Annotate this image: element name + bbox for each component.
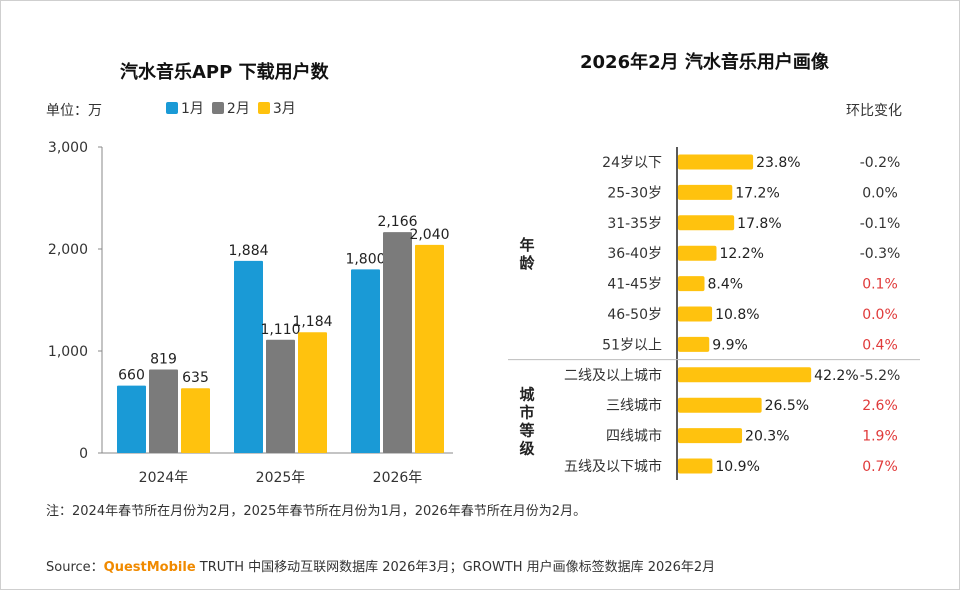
- category-label: 36-40岁: [607, 246, 662, 262]
- legend-swatch-jan: [166, 102, 178, 114]
- bar-2026年-3月: [415, 244, 444, 453]
- bar-value-label: 26.5%: [765, 398, 809, 414]
- unit-label: 单位：万: [46, 103, 102, 119]
- legend-swatch-feb: [211, 102, 224, 114]
- source-prefix: Source：: [46, 560, 104, 575]
- category-label: 二线及以上城市: [564, 367, 662, 384]
- bar-二线及以上城市: [678, 367, 812, 383]
- y-tick-label: 2,000: [48, 242, 88, 258]
- bar-2024年-1月: [117, 385, 146, 453]
- bar-value-label: 1,800: [345, 251, 385, 267]
- legend-label-feb: 2月: [226, 101, 250, 117]
- legend-item-feb: 2月: [211, 98, 250, 118]
- x-tick-label: 2026年: [373, 470, 423, 486]
- category-label: 24岁以下: [602, 155, 662, 171]
- bar-51岁以上: [678, 336, 710, 352]
- bar-2025年-1月: [234, 260, 263, 453]
- download-users-bar-chart: 0 1,000 2,000 3,000 660 819 635 2024年 1,884 1,110…: [48, 140, 453, 486]
- bar-24岁以下: [678, 154, 754, 170]
- change-value: 2.6%: [862, 398, 898, 414]
- source-line: Source：QuestMobile TRUTH 中国移动互联网数据库 2026…: [46, 556, 715, 575]
- legend-swatch-mar: [257, 102, 270, 114]
- bar-2024年-2月: [149, 369, 178, 453]
- group-label-0: 年龄: [519, 236, 535, 272]
- bar-41-45岁: [678, 276, 705, 292]
- bar-value-label: 23.8%: [756, 155, 800, 171]
- bar-四线城市: [678, 428, 743, 444]
- bar-value-label: 42.2%: [814, 368, 858, 384]
- change-value: 1.9%: [862, 429, 898, 445]
- bar-三线城市: [678, 397, 762, 413]
- bar-五线及以下城市: [678, 458, 713, 474]
- category-label: 31-35岁: [607, 216, 662, 232]
- category-label: 四线城市: [606, 428, 662, 445]
- bar-value-label: 660: [118, 368, 145, 384]
- bar-value-label: 12.2%: [719, 246, 763, 262]
- change-value: 0.0%: [862, 185, 898, 201]
- change-value: 0.7%: [862, 459, 898, 475]
- category-label: 41-45岁: [607, 277, 662, 293]
- bar-value-label: 1,884: [228, 243, 268, 259]
- bar-2024年-3月: [181, 388, 210, 453]
- bar-value-label: 819: [150, 351, 177, 367]
- group-label-1: 城市等级: [519, 385, 535, 457]
- bar-2026年-1月: [351, 269, 380, 453]
- change-value: -0.1%: [860, 216, 901, 232]
- bar-25-30岁: [678, 184, 733, 200]
- bar-46-50岁: [678, 306, 713, 322]
- bar-value-label: 17.2%: [735, 185, 779, 201]
- bar-2025年-3月: [298, 332, 327, 453]
- y-tick-label: 1,000: [48, 344, 88, 360]
- bar-2025年-2月: [266, 339, 295, 453]
- bar-value-label: 1,184: [292, 314, 332, 330]
- bar-value-label: 20.3%: [745, 429, 789, 445]
- bar-value-label: 8.4%: [708, 277, 744, 293]
- legend-label-mar: 3月: [272, 101, 296, 117]
- bar-value-label: 10.9%: [715, 459, 759, 475]
- left-chart-title: 汽水音乐APP 下载用户数: [120, 62, 329, 83]
- bar-value-label: 9.9%: [712, 337, 748, 353]
- change-value: -0.2%: [860, 155, 901, 171]
- change-value: -5.2%: [860, 368, 901, 384]
- category-label: 51岁以上: [602, 337, 662, 353]
- legend-label-jan: 1月: [181, 101, 204, 117]
- y-tick-label: 3,000: [48, 140, 88, 156]
- bar-value-label: 10.8%: [715, 307, 759, 323]
- category-label: 五线及以下城市: [564, 458, 662, 475]
- change-value: 0.4%: [862, 337, 898, 353]
- y-tick-label: 0: [79, 446, 88, 462]
- user-profile-bar-chart: 24岁以下 23.8% -0.2% 25-30岁 17.2% 0.0% 31-35岁 17.8…: [508, 147, 920, 480]
- change-value: 0.0%: [862, 307, 898, 323]
- x-tick-label: 2025年: [256, 470, 306, 486]
- footnote: 注：2024年春节所在月份为2月，2025年春节所在月份为1月，2026年春节所…: [46, 504, 587, 519]
- bar-value-label: 1,110: [260, 322, 300, 338]
- bar-31-35岁: [678, 215, 735, 231]
- change-value: 0.1%: [862, 277, 898, 293]
- legend-item-jan: 1月: [166, 98, 204, 118]
- source-brand: QuestMobile: [103, 560, 196, 575]
- bar-value-label: 17.8%: [737, 216, 781, 232]
- legend: 1月 2月 3月: [166, 98, 296, 118]
- bar-value-label: 2,040: [409, 227, 449, 243]
- bar-value-label: 635: [182, 370, 209, 386]
- change-value: -0.3%: [860, 246, 901, 262]
- category-label: 三线城市: [606, 397, 662, 414]
- right-chart-title: 2026年2月 汽水音乐用户画像: [580, 52, 829, 73]
- x-tick-label: 2024年: [139, 470, 189, 486]
- bar-36-40岁: [678, 245, 717, 261]
- bar-value-label: 2,166: [377, 214, 417, 230]
- legend-item-mar: 3月: [257, 98, 296, 118]
- ratio-change-header: 环比变化: [846, 103, 902, 119]
- category-label: 46-50岁: [607, 307, 662, 323]
- category-label: 25-30岁: [607, 185, 662, 201]
- bar-2026年-2月: [383, 232, 412, 453]
- source-rest: TRUTH 中国移动互联网数据库 2026年3月；GROWTH 用户画像标签数据…: [199, 560, 716, 575]
